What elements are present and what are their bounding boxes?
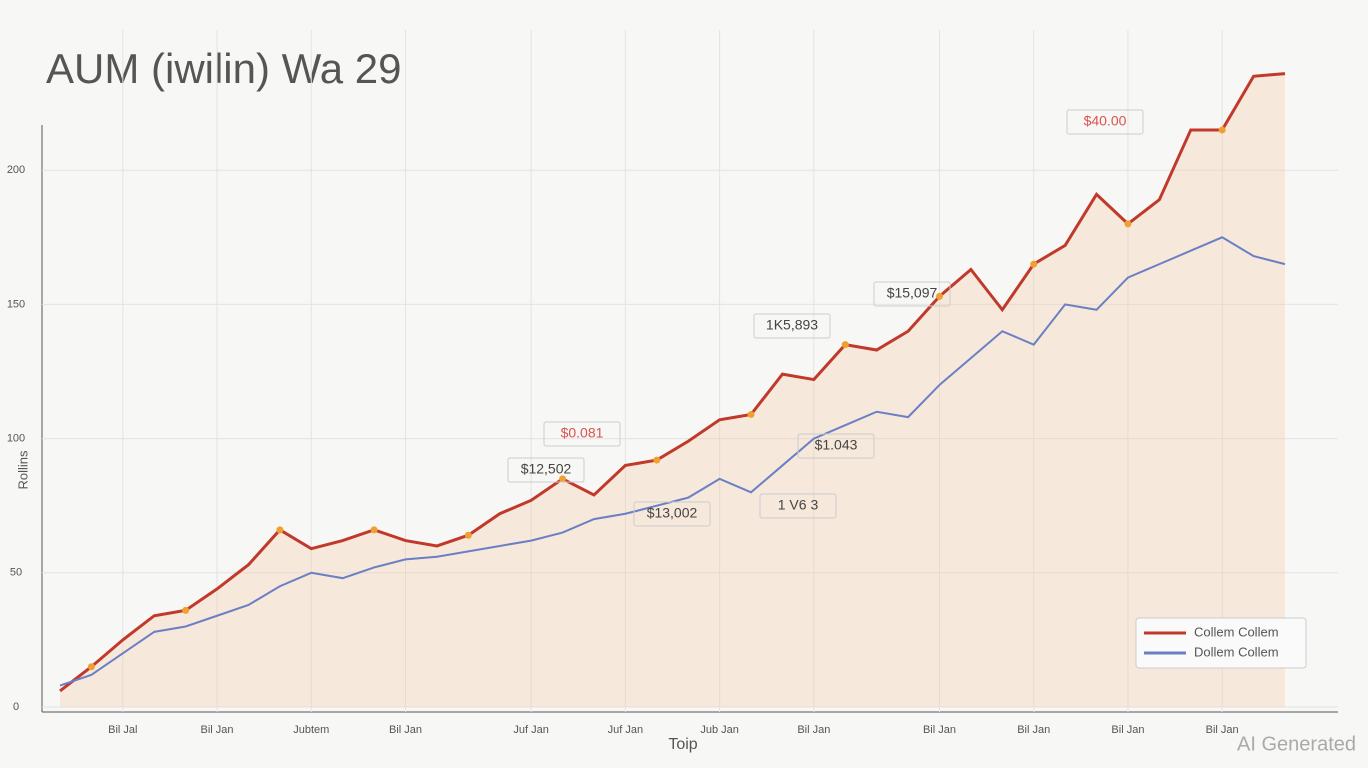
x-tick-label: Jub Jan (700, 724, 739, 736)
annotation-box (1066, 109, 1144, 135)
x-axis-label: Toip (668, 736, 697, 753)
x-tick-label: Bil Jal (108, 724, 137, 736)
point (87, 663, 95, 671)
point (747, 410, 755, 418)
x-tick-label: Jubtem (293, 724, 329, 736)
point (182, 606, 190, 614)
annotation-box (753, 313, 831, 339)
y-tick-label: 50 (10, 567, 22, 579)
annotation: $13,002 (647, 505, 698, 521)
legend-label: Dollem Collem (1194, 644, 1279, 659)
x-tick-label: Bil Jan (797, 724, 830, 736)
point (1218, 126, 1226, 134)
point (935, 292, 943, 300)
x-tick-label: Bil Jan (201, 724, 234, 736)
y-tick-label: 150 (7, 298, 25, 310)
legend-label: Collem Collem (1194, 624, 1279, 639)
point (653, 456, 661, 464)
annotation: $15,097 (887, 285, 938, 301)
x-tick-label: Bil Jan (1206, 724, 1239, 736)
x-tick-label: Juf Jan (608, 724, 643, 736)
annotation: 1 V6 3 (778, 497, 819, 513)
annotation-box (543, 421, 621, 447)
point (1030, 260, 1038, 268)
series-line (59, 72, 1286, 693)
annotation-box (633, 501, 711, 527)
annotation-box (507, 457, 585, 483)
legend-box (1135, 617, 1307, 669)
point (370, 526, 378, 534)
watermark: AI Generated (1237, 733, 1356, 755)
x-tick-label: Bil Jan (923, 724, 956, 736)
point (841, 341, 849, 349)
x-tick-label: Juf Jan (513, 724, 548, 736)
annotation-box (797, 433, 875, 459)
x-tick-label: Bil Jan (1111, 724, 1144, 736)
y-tick-label: 100 (7, 433, 25, 445)
y-axis-label: Rollins (15, 450, 30, 490)
x-tick-label: Bil Jan (1017, 724, 1050, 736)
annotation: $0.081 (561, 425, 604, 441)
annotation-box (759, 493, 837, 519)
annotation: $40.00 (1084, 113, 1127, 129)
point (464, 531, 472, 539)
y-tick-label: 0 (13, 701, 19, 713)
annotation: $1.043 (815, 437, 858, 453)
x-tick-label: Bil Jan (389, 724, 422, 736)
area (60, 73, 1285, 708)
annotation: 1K5,893 (766, 317, 818, 333)
annotation: $12,502 (521, 461, 572, 477)
point (559, 475, 567, 483)
point (1124, 220, 1132, 228)
point (276, 526, 284, 534)
y-tick-label: 200 (7, 164, 25, 176)
chart-title: AUM (iwilin) Wa 29 (46, 45, 401, 92)
annotation-box (873, 281, 951, 307)
